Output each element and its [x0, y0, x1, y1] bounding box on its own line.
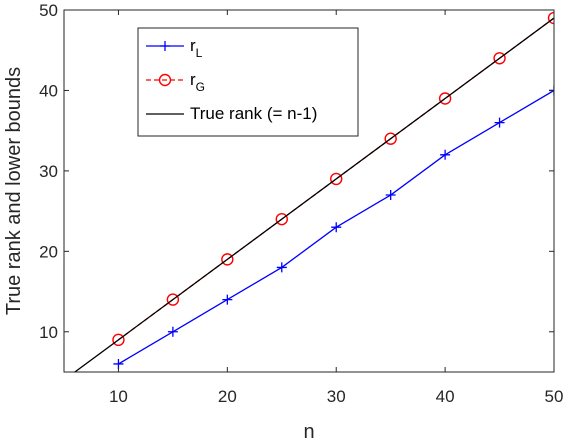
- series-2-point: [493, 52, 506, 65]
- series-2-point: [275, 212, 288, 226]
- legend-marker-2: [158, 73, 172, 87]
- series-2-point: [547, 11, 554, 25]
- series-2-point: [221, 253, 234, 266]
- y-axis-label: True rank and lower bounds: [3, 67, 25, 315]
- series-1-point: [440, 149, 451, 160]
- y-tick-label: 10: [39, 323, 58, 342]
- series-1-point: [331, 222, 342, 233]
- x-tick-label: 30: [327, 387, 346, 406]
- x-tick-label: 40: [436, 387, 455, 406]
- legend-label-3: True rank (= n-1): [190, 104, 317, 123]
- legend-label-subscript: L: [196, 46, 203, 60]
- series-2-point: [166, 293, 180, 306]
- series-2-point: [330, 172, 343, 186]
- series-2-point: [384, 132, 397, 145]
- plot-frame: [63, 9, 555, 373]
- y-tick-label: 20: [39, 242, 58, 261]
- axes-layer: 10 20 30 40 50 10 20 30 40 50: [39, 1, 563, 406]
- legend-label-subscript: G: [196, 80, 205, 94]
- series-1-point: [167, 326, 178, 337]
- x-axis-label: n: [303, 421, 314, 440]
- x-tick-label: 50: [545, 387, 564, 406]
- x-tick-label: 20: [218, 387, 237, 406]
- series-1-point: [222, 294, 233, 305]
- y-tick-label: 40: [39, 81, 58, 100]
- y-tick-label: 50: [39, 1, 58, 20]
- series-1-point: [494, 117, 505, 128]
- series-layer: [73, 11, 554, 372]
- legend-marker-1: [160, 41, 170, 51]
- series-2-point: [112, 333, 125, 347]
- series-3-line: [73, 17, 554, 372]
- series-2-point: [438, 92, 452, 105]
- series-1-point: [385, 190, 396, 201]
- y-tick-label: 30: [39, 162, 58, 181]
- x-tick-label: 10: [109, 387, 128, 406]
- series-1-point: [276, 262, 287, 273]
